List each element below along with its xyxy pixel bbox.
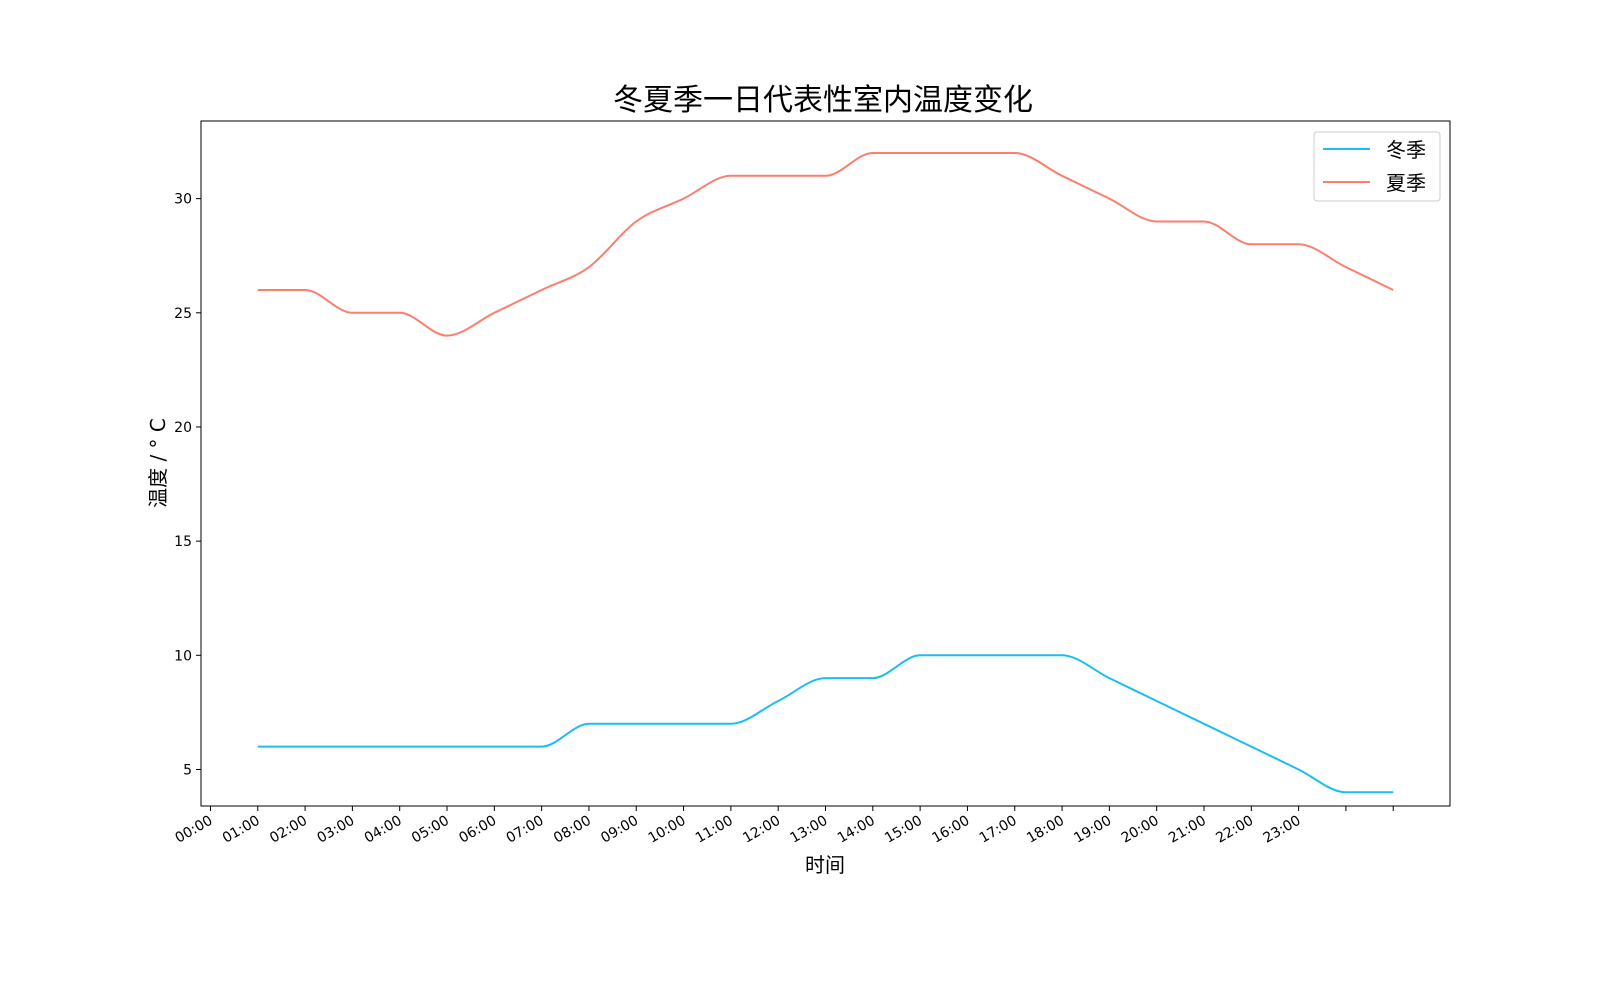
x-axis-label: 时间 xyxy=(805,853,845,877)
x-tick-label: 16:00 xyxy=(929,813,972,847)
x-tick-label: 14:00 xyxy=(835,813,878,847)
chart-marks xyxy=(257,151,1394,794)
x-tick-label: 12:00 xyxy=(740,813,783,847)
legend: 冬季 夏季 xyxy=(1313,131,1441,202)
x-tick-label: 08:00 xyxy=(551,813,594,847)
chart-title: 冬夏季一日代表性室内温度变化 xyxy=(613,83,1033,118)
x-tick-label: 11:00 xyxy=(693,813,736,847)
x-tick-label: 23:00 xyxy=(1261,813,1304,847)
x-tick-label: 19:00 xyxy=(1071,813,1114,847)
x-tick-label: 04:00 xyxy=(362,813,405,847)
y-tick-label: 20 xyxy=(174,420,192,436)
x-tick-label: 02:00 xyxy=(267,813,310,847)
legend-label-summer: 夏季 xyxy=(1386,171,1426,195)
x-tick-label: 15:00 xyxy=(882,813,925,847)
y-tick-label: 25 xyxy=(174,306,192,322)
x-tick-label: 22:00 xyxy=(1213,813,1256,847)
x-tick-label: 09:00 xyxy=(598,813,641,847)
x-tick-label: 05:00 xyxy=(409,813,452,847)
y-tick-label: 30 xyxy=(174,192,192,208)
x-tick-label: 20:00 xyxy=(1119,813,1162,847)
x-tick-label: 21:00 xyxy=(1166,813,1209,847)
x-tick-label: 18:00 xyxy=(1024,813,1067,847)
legend-label-winter: 冬季 xyxy=(1386,138,1426,162)
y-axis-label: 温度 / ° C xyxy=(146,418,170,508)
x-tick-label: 10:00 xyxy=(646,813,689,847)
y-axis: 5 10 15 20 25 30 xyxy=(174,192,201,778)
x-tick-label: 07:00 xyxy=(504,813,547,847)
x-tick-label: 03:00 xyxy=(314,813,357,847)
y-tick-label: 5 xyxy=(183,762,192,778)
x-tick-label: 00:00 xyxy=(173,813,216,847)
series-line-0 xyxy=(257,654,1394,794)
x-tick-label: 06:00 xyxy=(456,813,499,847)
series-line-1 xyxy=(257,151,1394,337)
x-axis: 00:00 01:00 02:00 03:00 04:00 05:00 06:00 07:00… xyxy=(173,806,1394,847)
plot-frame xyxy=(200,120,1451,807)
x-tick-label: 01:00 xyxy=(220,813,263,847)
y-tick-label: 10 xyxy=(174,648,192,664)
x-tick-label: 13:00 xyxy=(788,813,831,847)
x-tick-label: 17:00 xyxy=(977,813,1020,847)
y-tick-label: 15 xyxy=(174,534,192,550)
